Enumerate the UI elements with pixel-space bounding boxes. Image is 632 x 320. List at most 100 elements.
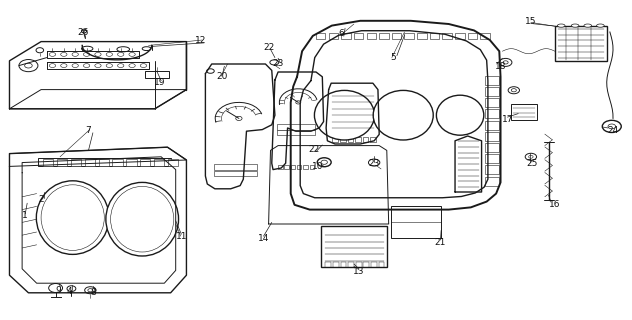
Ellipse shape — [49, 52, 56, 56]
Ellipse shape — [207, 69, 214, 73]
Ellipse shape — [503, 61, 508, 64]
Bar — [485, 177, 499, 186]
Ellipse shape — [41, 185, 104, 250]
Bar — [379, 262, 384, 267]
Text: 18: 18 — [495, 62, 506, 71]
Bar — [277, 124, 315, 130]
Ellipse shape — [296, 101, 301, 104]
Bar — [71, 159, 81, 166]
Bar — [332, 137, 338, 142]
Bar — [354, 33, 363, 39]
Ellipse shape — [321, 160, 327, 164]
Ellipse shape — [140, 64, 147, 68]
Ellipse shape — [236, 116, 242, 121]
Bar — [468, 33, 477, 39]
Bar — [367, 33, 376, 39]
Text: 8: 8 — [90, 288, 96, 297]
Text: 11: 11 — [176, 232, 187, 241]
Bar — [485, 76, 499, 85]
Ellipse shape — [106, 52, 112, 56]
Text: 25: 25 — [526, 159, 538, 168]
Bar — [341, 33, 351, 39]
Ellipse shape — [25, 63, 32, 68]
Ellipse shape — [373, 90, 434, 140]
Text: 10: 10 — [312, 162, 323, 171]
Ellipse shape — [37, 181, 109, 254]
Text: 12: 12 — [195, 36, 207, 45]
Bar — [370, 137, 376, 142]
Ellipse shape — [129, 52, 135, 56]
Bar — [140, 159, 150, 166]
Bar — [485, 109, 499, 118]
Ellipse shape — [499, 58, 512, 66]
Bar — [291, 165, 295, 169]
Bar — [356, 262, 362, 267]
Bar — [85, 159, 95, 166]
Ellipse shape — [511, 89, 516, 92]
Bar — [348, 137, 353, 142]
Bar — [329, 33, 338, 39]
Text: 22: 22 — [263, 43, 274, 52]
Bar — [341, 262, 346, 267]
Text: 5: 5 — [390, 53, 396, 62]
Bar — [277, 130, 315, 135]
Text: 4: 4 — [67, 287, 72, 296]
Bar — [392, 33, 401, 39]
Ellipse shape — [106, 182, 179, 256]
Text: 17: 17 — [502, 115, 513, 124]
Bar — [325, 262, 331, 267]
Ellipse shape — [49, 64, 56, 68]
Bar — [284, 165, 289, 169]
Bar — [355, 137, 361, 142]
Bar — [145, 71, 169, 78]
Bar — [391, 206, 441, 238]
Bar — [417, 33, 427, 39]
Ellipse shape — [142, 47, 151, 51]
Text: 23: 23 — [272, 59, 284, 68]
Ellipse shape — [118, 64, 124, 68]
Text: 22: 22 — [308, 145, 320, 154]
Bar — [442, 33, 452, 39]
Bar — [168, 159, 178, 166]
Bar — [278, 165, 283, 169]
Text: 2: 2 — [39, 196, 44, 204]
Bar — [485, 98, 499, 107]
Text: 6: 6 — [338, 29, 344, 38]
Ellipse shape — [88, 289, 93, 292]
Text: 26: 26 — [78, 28, 89, 37]
Bar — [363, 137, 368, 142]
Ellipse shape — [129, 64, 135, 68]
Ellipse shape — [528, 156, 533, 158]
Ellipse shape — [602, 120, 621, 132]
Bar — [321, 226, 387, 267]
Ellipse shape — [608, 124, 616, 129]
Bar — [485, 132, 499, 141]
Text: 13: 13 — [353, 267, 365, 276]
Bar — [154, 159, 164, 166]
Text: 21: 21 — [435, 238, 446, 247]
Ellipse shape — [83, 64, 90, 68]
Text: 9: 9 — [55, 286, 61, 295]
Bar — [214, 171, 257, 176]
Ellipse shape — [368, 159, 380, 166]
Ellipse shape — [67, 286, 76, 292]
Ellipse shape — [83, 52, 90, 56]
Ellipse shape — [61, 52, 67, 56]
Text: 1: 1 — [22, 212, 28, 220]
Ellipse shape — [584, 24, 592, 27]
Bar — [43, 159, 53, 166]
Bar — [371, 262, 377, 267]
Ellipse shape — [571, 24, 579, 27]
Bar — [297, 165, 301, 169]
Bar — [404, 33, 414, 39]
Bar — [455, 33, 465, 39]
Text: 20: 20 — [217, 72, 228, 81]
Ellipse shape — [36, 48, 44, 53]
Bar — [485, 87, 499, 96]
Bar — [38, 158, 171, 166]
Ellipse shape — [72, 52, 78, 56]
Ellipse shape — [61, 64, 67, 68]
Bar — [430, 33, 439, 39]
Text: 23: 23 — [368, 159, 380, 168]
Ellipse shape — [49, 284, 63, 292]
